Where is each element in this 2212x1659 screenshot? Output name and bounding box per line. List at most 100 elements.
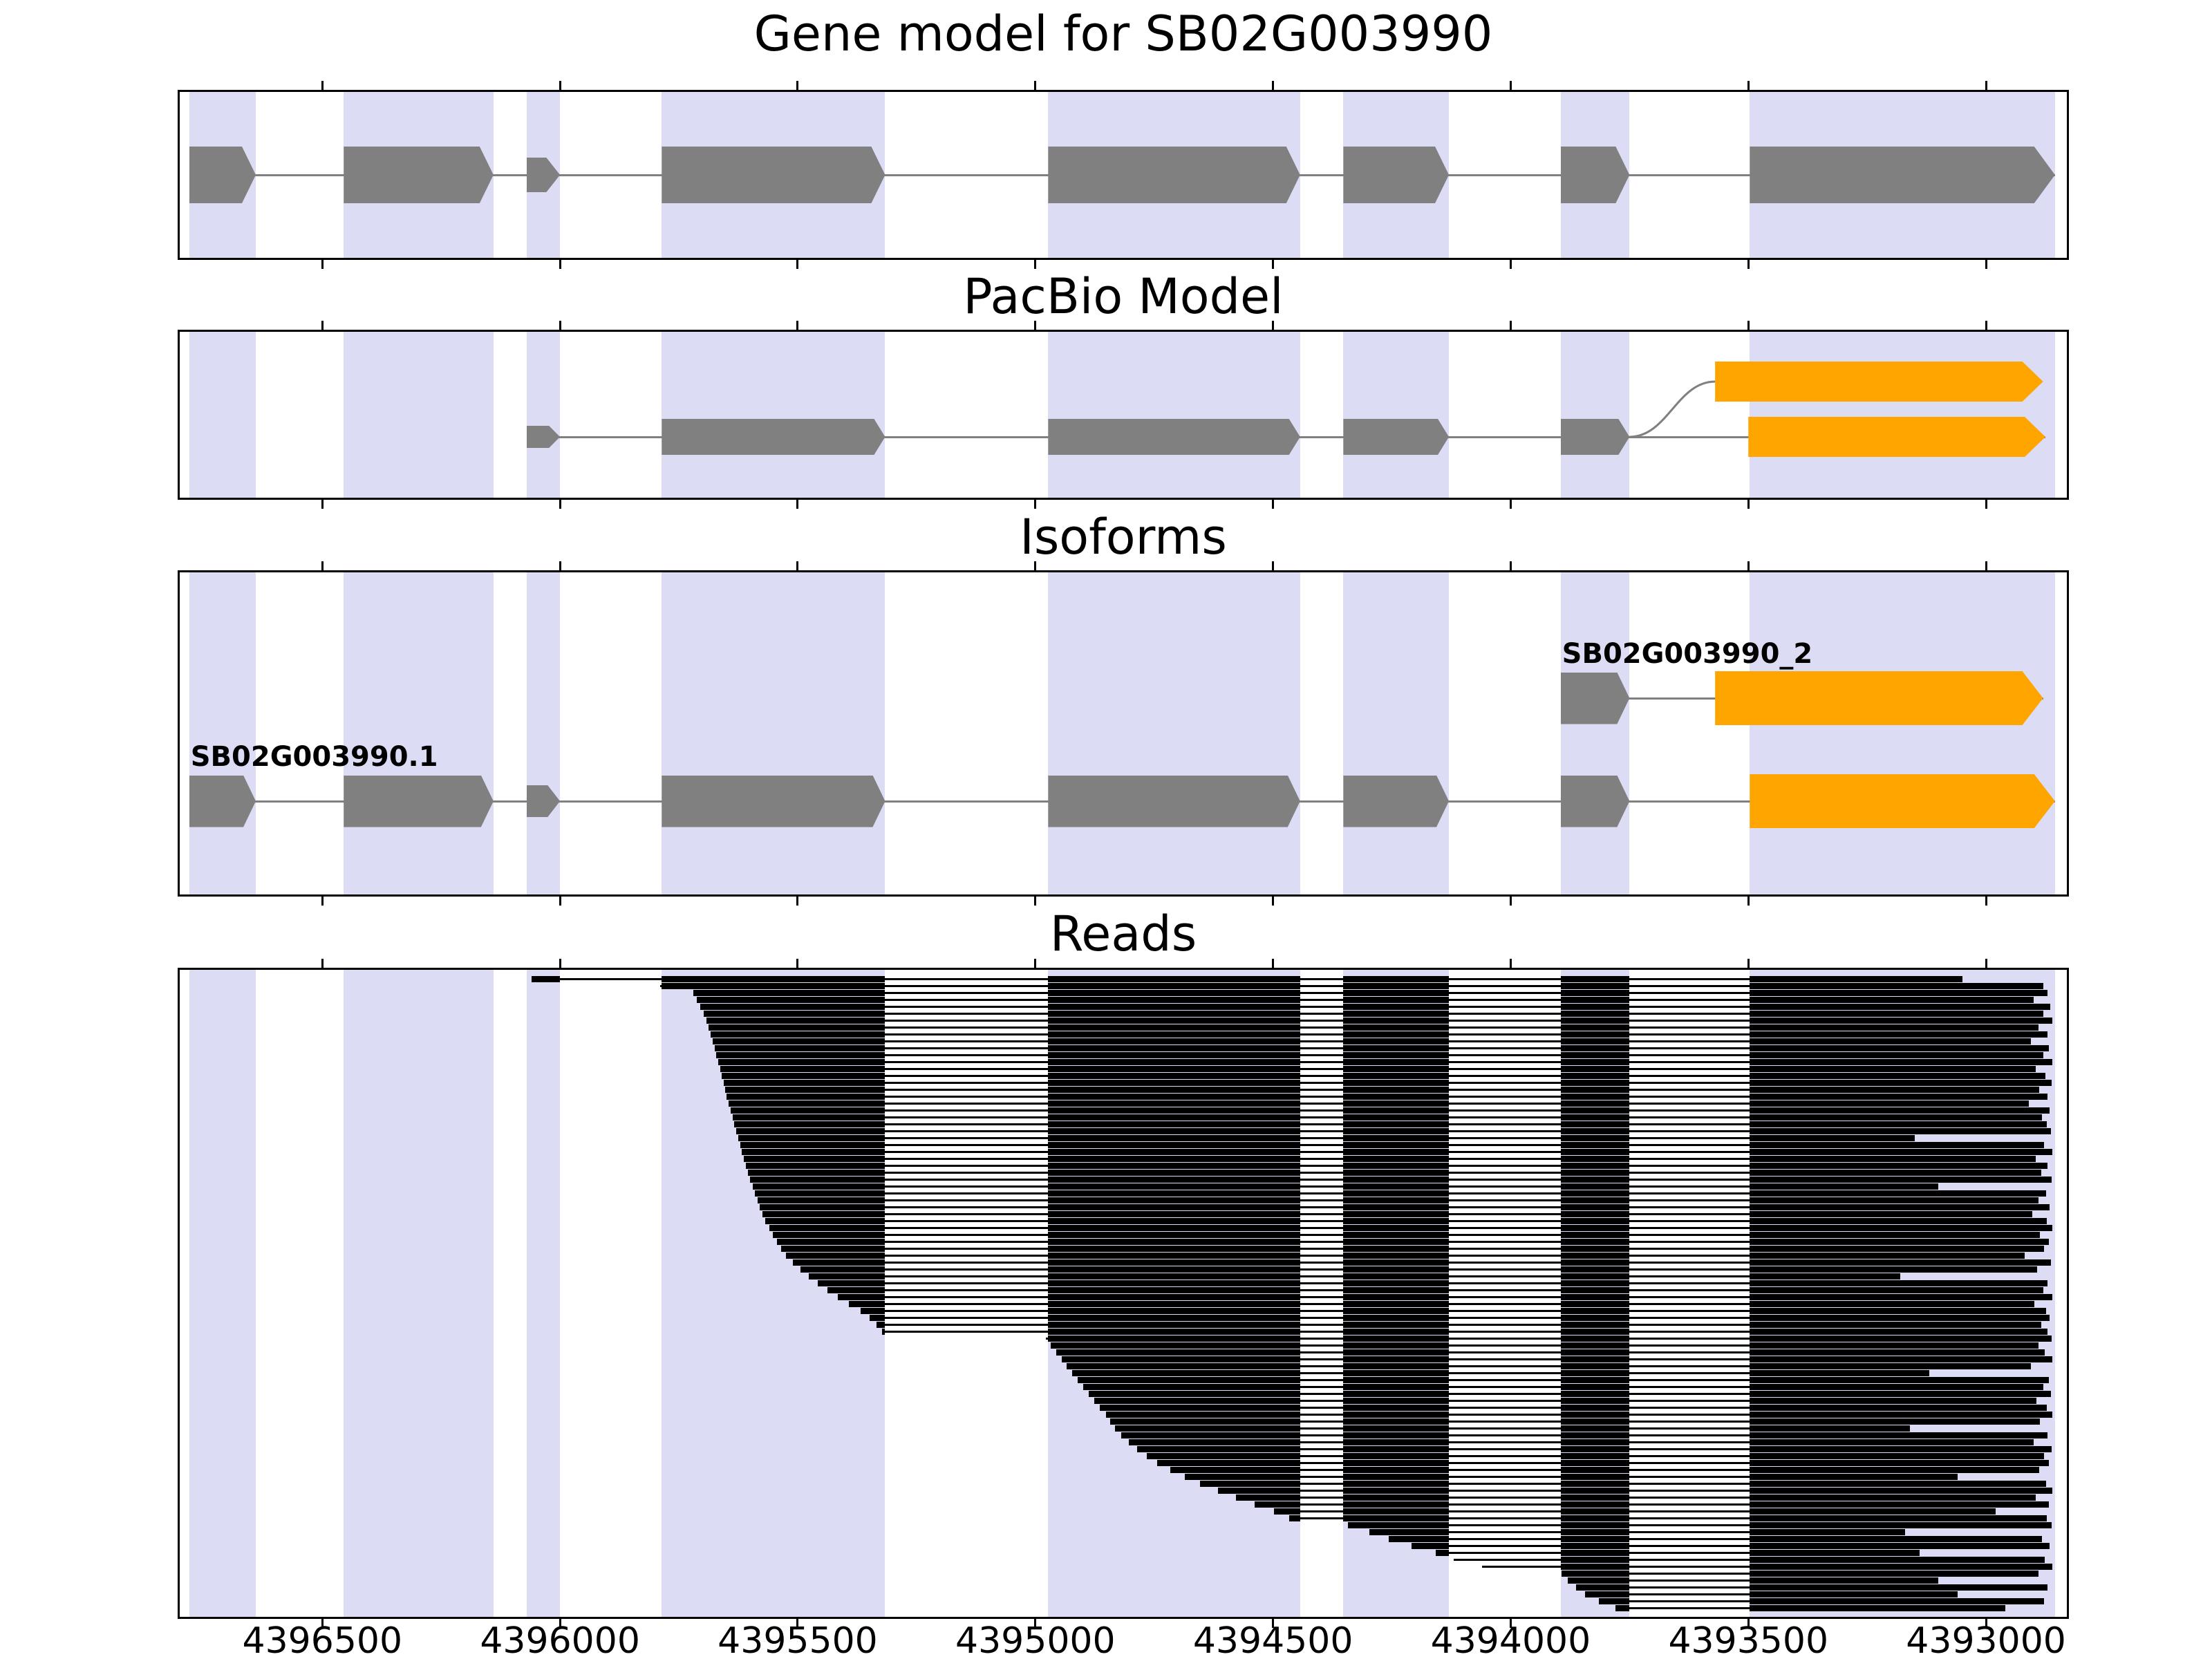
read-exon-block	[1560, 1162, 1630, 1169]
read-exon-block	[1750, 1141, 2044, 1148]
read-exon-block	[837, 1293, 885, 1300]
read-exon-block	[1343, 1342, 1450, 1349]
read-line	[870, 1316, 2050, 1319]
read-line	[1217, 1489, 2053, 1492]
read-exon-block	[1343, 1286, 1450, 1293]
read-exon-block	[1750, 1134, 1915, 1141]
exon-band	[344, 970, 494, 1617]
read-exon-block	[1750, 1079, 2052, 1086]
read-exon-block	[1750, 1376, 2049, 1383]
read-exon-block	[742, 1148, 885, 1155]
read-exon-block	[1750, 1127, 2051, 1134]
read-exon-block	[712, 1038, 885, 1044]
read-exon-block	[750, 1176, 885, 1183]
read-exon-block	[1750, 1107, 2050, 1114]
read-exon-block	[1048, 1321, 1300, 1328]
read-exon-block	[1048, 1086, 1300, 1093]
axis-tick-bottom	[1985, 500, 1987, 509]
read-exon-block	[1750, 1231, 2041, 1238]
read-exon-block	[1343, 1328, 1450, 1335]
read-exon-block	[1343, 1086, 1450, 1093]
read-exon-block	[1343, 1307, 1450, 1314]
read-exon-block	[1048, 1210, 1300, 1217]
read-exon-block	[1750, 1584, 2048, 1591]
read-exon-block	[1343, 1169, 1450, 1176]
read-exon-block	[1048, 1162, 1300, 1169]
read-exon-block	[1343, 1190, 1450, 1197]
read-exon-block	[1560, 1369, 1630, 1376]
read-exon-block	[1056, 1349, 1300, 1356]
read-exon-block	[1750, 1466, 2040, 1473]
read-exon-block	[1750, 1121, 2047, 1127]
axis-tick-top	[1985, 81, 1987, 90]
read-exon-block	[870, 1314, 885, 1321]
read-exon-block	[1560, 1148, 1630, 1155]
axis-tick-bottom	[1272, 260, 1275, 269]
read-line	[738, 1136, 1915, 1139]
exon-block	[1048, 775, 1300, 827]
read-exon-block	[1750, 1480, 2046, 1487]
exon-block	[1560, 147, 1630, 203]
read-exon-block	[1750, 1521, 2052, 1528]
read-exon-block	[1560, 1231, 1630, 1238]
read-line	[1255, 1503, 2049, 1506]
read-exon-block	[1128, 1438, 1300, 1445]
read-exon-block	[1343, 1148, 1450, 1155]
read-exon-block	[1560, 1245, 1630, 1252]
read-exon-block	[1560, 1259, 1630, 1266]
read-exon-block	[1048, 1044, 1300, 1051]
read-exon-block	[1750, 1038, 2032, 1044]
read-line	[860, 1309, 2046, 1312]
read-exon-block	[1560, 1542, 1630, 1549]
read-exon-block	[744, 1155, 885, 1162]
exon-band	[344, 572, 494, 894]
read-exon-block	[793, 1259, 885, 1266]
read-exon-block	[1750, 1010, 2043, 1017]
read-exon-block	[1750, 1183, 1939, 1190]
read-exon-block	[725, 1086, 885, 1093]
axis-tick-top	[1985, 561, 1987, 570]
read-exon-block	[1343, 1065, 1450, 1072]
axis-tick-top	[1272, 321, 1275, 330]
read-exon-block	[1343, 1245, 1450, 1252]
exon-block	[1715, 671, 2043, 725]
read-exon-block	[740, 1141, 885, 1148]
read-exon-block	[1343, 1121, 1450, 1127]
read-exon-block	[1343, 1273, 1450, 1280]
read-exon-block	[1560, 1044, 1630, 1051]
read-exon-block	[703, 1010, 885, 1017]
gene-model-title: Gene model for SB02G003990	[753, 6, 1493, 62]
splice-fork-connector	[1629, 380, 1716, 438]
exon-band	[189, 332, 256, 498]
read-exon-block	[1048, 1169, 1300, 1176]
read-exon-block	[1750, 1314, 2050, 1321]
read-line	[1369, 1530, 1906, 1533]
axis-tick-top	[1034, 959, 1037, 968]
read-exon-block	[1048, 1079, 1300, 1086]
read-exon-block	[727, 1093, 885, 1100]
reads-panel	[178, 959, 2069, 1628]
read-exon-block	[736, 1127, 885, 1134]
read-exon-block	[1343, 1197, 1450, 1203]
read-line	[1050, 1344, 2038, 1347]
read-exon-block	[1343, 1480, 1450, 1487]
read-exon-block	[1560, 1404, 1630, 1411]
axis-tick-top	[1509, 81, 1512, 90]
read-exon-block	[1750, 1604, 2005, 1611]
axis-tick-bottom	[559, 1619, 561, 1628]
exon-block	[1560, 419, 1630, 455]
read-exon-block	[1750, 1093, 2048, 1100]
read-exon-block	[1048, 996, 1300, 1003]
read-exon-block	[1750, 1176, 2052, 1183]
read-exon-block	[1560, 1452, 1630, 1459]
read-exon-block	[1343, 1217, 1450, 1224]
read-exon-block	[1560, 1155, 1630, 1162]
read-exon-block	[1343, 1127, 1450, 1134]
read-exon-block	[1343, 1072, 1450, 1079]
exon-band	[189, 970, 256, 1617]
read-exon-block	[780, 1245, 885, 1252]
read-exon-block	[1560, 1438, 1630, 1445]
read-exon-block	[1100, 1404, 1300, 1411]
read-exon-block	[1750, 989, 2048, 996]
